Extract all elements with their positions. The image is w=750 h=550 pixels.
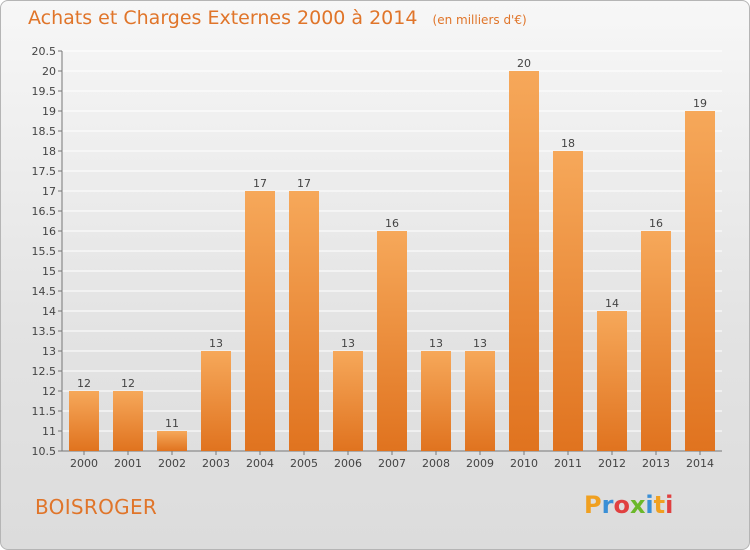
bar (641, 231, 671, 451)
y-tick-label: 15 (42, 265, 56, 278)
data-label: 17 (297, 177, 311, 190)
title-row: Achats et Charges Externes 2000 à 2014 (… (28, 7, 527, 29)
bar (113, 391, 143, 451)
x-tick-label: 2008 (422, 457, 450, 470)
chart-title: Achats et Charges Externes 2000 à 2014 (28, 7, 418, 29)
commune-name: BOISROGER (35, 495, 158, 519)
logo-letter: i (645, 491, 654, 519)
bar (201, 351, 231, 451)
y-tick-label: 17.5 (32, 165, 57, 178)
y-tick-label: 16.5 (32, 205, 57, 218)
bar (289, 191, 319, 451)
y-tick-label: 18 (42, 145, 56, 158)
chart-unit: (en milliers d'€) (432, 13, 527, 27)
data-label: 11 (165, 417, 179, 430)
data-label: 17 (253, 177, 267, 190)
data-label: 20 (517, 57, 531, 70)
x-tick-label: 2005 (290, 457, 318, 470)
logo-letter: x (629, 491, 646, 519)
x-tick-label: 2014 (686, 457, 714, 470)
y-tick-label: 11 (42, 425, 56, 438)
y-tick-label: 20 (42, 65, 56, 78)
bar (597, 311, 627, 451)
data-label: 12 (121, 377, 135, 390)
x-tick-label: 2009 (466, 457, 494, 470)
logo-letter: o (613, 491, 630, 519)
y-tick-label: 12 (42, 385, 56, 398)
logo-letter: t (653, 491, 666, 519)
y-tick-label: 19 (42, 105, 56, 118)
x-tick-label: 2007 (378, 457, 406, 470)
data-label: 18 (561, 137, 575, 150)
data-label: 13 (341, 337, 355, 350)
bar (245, 191, 275, 451)
y-tick-label: 16 (42, 225, 56, 238)
x-tick-label: 2003 (202, 457, 230, 470)
bar (509, 71, 539, 451)
x-tick-label: 2002 (158, 457, 186, 470)
y-tick-label: 18.5 (32, 125, 57, 138)
data-label: 13 (209, 337, 223, 350)
data-label: 19 (693, 97, 707, 110)
y-tick-label: 14 (42, 305, 56, 318)
data-label: 16 (385, 217, 399, 230)
bar (553, 151, 583, 451)
bar (333, 351, 363, 451)
y-tick-label: 13.5 (32, 325, 57, 338)
logo-letter: i (665, 491, 674, 519)
x-tick-label: 2001 (114, 457, 142, 470)
bar (377, 231, 407, 451)
axis-layer: 10.5 11 11.5 12 12.5 13 13.5 14 14.5 15 15.5 16 16.5… (32, 45, 722, 470)
bar (421, 351, 451, 451)
y-tick-label: 14.5 (32, 285, 57, 298)
x-tick-label: 2013 (642, 457, 670, 470)
bar (465, 351, 495, 451)
logo-letter: r (601, 491, 614, 519)
data-label: 13 (473, 337, 487, 350)
x-tick-label: 2004 (246, 457, 274, 470)
bar (685, 111, 715, 451)
data-label: 16 (649, 217, 663, 230)
x-tick-label: 2010 (510, 457, 538, 470)
bar (69, 391, 99, 451)
bar-layer (69, 71, 715, 451)
y-tick-label: 17 (42, 185, 56, 198)
data-label: 14 (605, 297, 619, 310)
bar (157, 431, 187, 451)
x-tick-label: 2012 (598, 457, 626, 470)
data-label: 12 (77, 377, 91, 390)
y-tick-label: 10.5 (32, 445, 57, 458)
y-tick-label: 12.5 (32, 365, 57, 378)
data-label: 13 (429, 337, 443, 350)
logo-letter: P (584, 491, 602, 519)
x-tick-label: 2000 (70, 457, 98, 470)
y-tick-label: 19.5 (32, 85, 57, 98)
y-tick-label: 11.5 (32, 405, 57, 418)
label-layer: 12 12 11 13 17 17 13 16 13 13 20 18 14 16 19 (77, 57, 707, 430)
y-tick-label: 13 (42, 345, 56, 358)
x-tick-label: 2011 (554, 457, 582, 470)
y-tick-label: 15.5 (32, 245, 57, 258)
proxiti-logo[interactable]: Proxiti (584, 491, 673, 519)
y-tick-label: 20.5 (32, 45, 57, 58)
x-tick-label: 2006 (334, 457, 362, 470)
